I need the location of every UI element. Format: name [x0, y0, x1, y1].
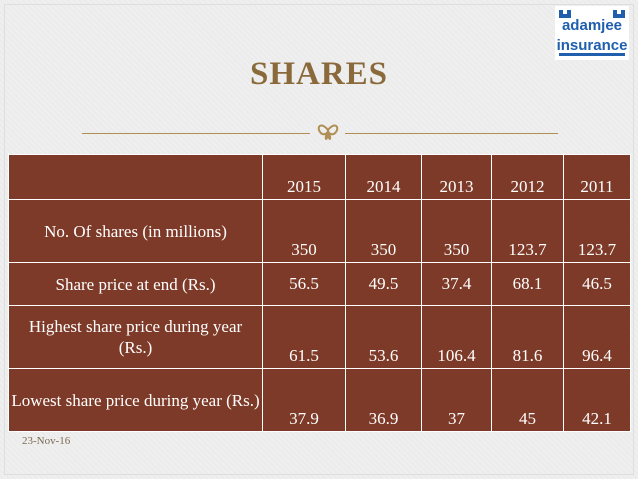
header-cell: 2012 [491, 154, 564, 200]
table-cell: 350 [345, 199, 422, 263]
table-cell: 37.4 [421, 262, 492, 306]
header-cell: 2015 [262, 154, 346, 200]
table-row: Share price at end (Rs.) 56.5 49.5 37.4 … [8, 262, 631, 306]
table-row: Lowest share price during year (Rs.) 37.… [8, 368, 631, 432]
table-cell: 45 [491, 368, 564, 432]
slide-title: SHARES [249, 56, 389, 92]
row-label: Lowest share price during year (Rs.) [8, 368, 263, 432]
header-cell: 2011 [563, 154, 631, 200]
row-label: No. Of shares (in millions) [8, 199, 263, 263]
logo-emblem-left-icon [559, 10, 571, 18]
table-cell: 81.6 [491, 305, 564, 369]
table-cell: 37 [421, 368, 492, 432]
row-label: Highest share price during year (Rs.) [8, 305, 263, 369]
table-cell: 49.5 [345, 262, 422, 306]
table-row: No. Of shares (in millions) 350 350 350 … [8, 199, 631, 263]
table-cell: 36.9 [345, 368, 422, 432]
logo-emblem-right-icon [613, 10, 625, 18]
slide-date: 23-Nov-16 [22, 435, 71, 447]
table-cell: 106.4 [421, 305, 492, 369]
header-cell [8, 154, 263, 200]
table-cell: 53.6 [345, 305, 422, 369]
table-cell: 56.5 [262, 262, 346, 306]
table-cell: 123.7 [563, 199, 631, 263]
table-cell: 42.1 [563, 368, 631, 432]
table-cell: 61.5 [262, 305, 346, 369]
shares-table: 2015 2014 2013 2012 2011 No. Of shares (… [8, 154, 631, 432]
title-rule-left [82, 133, 310, 134]
slide-frame [4, 4, 634, 475]
logo-line2: insurance [557, 37, 628, 54]
table-cell: 96.4 [563, 305, 631, 369]
table-cell: 350 [421, 199, 492, 263]
flourish-ornament-icon [314, 116, 342, 144]
header-cell: 2014 [345, 154, 422, 200]
header-cell: 2013 [421, 154, 492, 200]
title-rule-right [345, 133, 558, 134]
table-cell: 37.9 [262, 368, 346, 432]
table-row: Highest share price during year (Rs.) 61… [8, 305, 631, 369]
row-label: Share price at end (Rs.) [8, 262, 263, 306]
table-cell: 68.1 [491, 262, 564, 306]
table-cell: 46.5 [563, 262, 631, 306]
table-cell: 350 [262, 199, 346, 263]
company-logo: adamjee insurance [555, 6, 629, 60]
table-cell: 123.7 [491, 199, 564, 263]
logo-line1: adamjee [562, 17, 622, 34]
table-header-row: 2015 2014 2013 2012 2011 [8, 154, 631, 200]
